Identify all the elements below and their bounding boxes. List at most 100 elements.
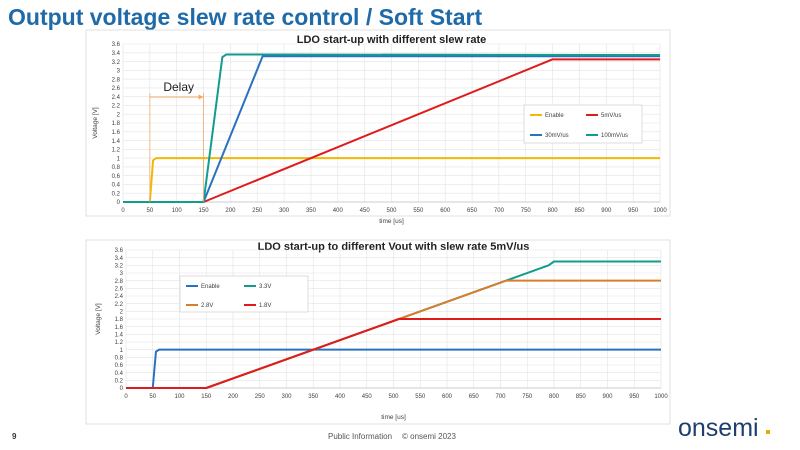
x-axis-label: time [us]: [381, 414, 406, 421]
x-tick-label: 50: [149, 394, 156, 400]
x-axis-label: time [us]: [379, 218, 404, 225]
chart-area-1: [85, 29, 671, 217]
y-tick-label: 0.8: [115, 356, 124, 362]
y-tick-label: 1.8: [115, 317, 124, 323]
y-tick-label: 2.8: [115, 279, 124, 285]
y-tick-label: 3.2: [115, 264, 124, 270]
series-line-1-8v: [126, 318, 661, 389]
x-tick-label: 600: [440, 208, 451, 214]
series-line-enable: [126, 348, 661, 389]
page-number: 9: [12, 432, 17, 441]
onsemi-logo: onsemi: [678, 414, 759, 442]
x-tick-label: 1000: [653, 208, 667, 214]
y-tick-label: 1.8: [112, 121, 121, 127]
y-tick-label: 2.4: [115, 294, 124, 300]
y-tick-label: 2: [120, 310, 124, 316]
y-tick-label: 3.6: [112, 42, 121, 48]
x-tick-label: 450: [362, 394, 373, 400]
x-tick-label: 650: [469, 394, 480, 400]
series-line-enable: [123, 157, 660, 203]
x-tick-label: 650: [467, 208, 478, 214]
x-tick-label: 150: [199, 208, 210, 214]
y-tick-label: 0: [120, 386, 124, 392]
legend-entry-label: Enable: [201, 284, 220, 290]
x-tick-label: 100: [172, 208, 183, 214]
x-tick-label: 0: [124, 394, 128, 400]
y-tick-label: 0.8: [112, 165, 121, 171]
public-information-label: Public Information: [328, 432, 393, 441]
y-tick-label: 1.6: [115, 325, 124, 331]
x-tick-label: 750: [521, 208, 532, 214]
y-tick-label: 1.6: [112, 130, 121, 136]
y-tick-label: 3: [120, 271, 124, 277]
x-tick-label: 100: [174, 394, 185, 400]
series-line-30mv-us: [123, 55, 660, 203]
legend-entry-label: 3.3V: [259, 284, 271, 290]
x-tick-label: 400: [335, 394, 346, 400]
x-tick-label: 600: [442, 394, 453, 400]
legend-entry-label: 30mV/us: [545, 133, 569, 139]
slide-title: Output voltage slew rate control / Soft …: [8, 4, 483, 30]
y-tick-label: 0.2: [115, 379, 124, 385]
legend-entry-label: 2.8V: [201, 303, 213, 309]
chart-area-2: [85, 239, 671, 425]
x-tick-label: 800: [549, 394, 560, 400]
x-tick-label: 900: [602, 394, 613, 400]
x-tick-label: 500: [388, 394, 399, 400]
x-tick-label: 200: [225, 208, 236, 214]
logo-accent-mark: [766, 430, 770, 434]
x-tick-label: 300: [279, 208, 290, 214]
x-tick-label: 350: [308, 394, 319, 400]
legend-entry-label: 100mV/us: [601, 133, 628, 139]
y-tick-label: 3.4: [112, 51, 121, 57]
x-tick-label: 850: [576, 394, 587, 400]
x-tick-label: 550: [413, 208, 424, 214]
legend-entry-label: 1.8V: [259, 303, 271, 309]
chart-title: LDO start-up to different Vout with slew…: [258, 241, 530, 253]
y-tick-label: 0.4: [112, 183, 121, 189]
y-axis-label: Voltage [V]: [95, 303, 102, 335]
legend-box: [523, 104, 643, 144]
x-tick-label: 450: [360, 208, 371, 214]
y-tick-label: 1: [120, 348, 124, 354]
y-axis-label: Voltage [V]: [92, 107, 99, 139]
y-tick-label: 2: [117, 112, 121, 118]
y-tick-label: 0.4: [115, 371, 124, 377]
x-tick-label: 700: [494, 208, 505, 214]
x-tick-label: 900: [601, 208, 612, 214]
y-tick-label: 0.6: [112, 174, 121, 180]
y-tick-label: 3.2: [112, 60, 121, 66]
legend-entry-label: Enable: [545, 113, 564, 119]
copyright-label: © onsemi 2023: [402, 432, 456, 441]
y-tick-label: 1.4: [115, 333, 124, 339]
x-tick-label: 500: [386, 208, 397, 214]
x-tick-label: 950: [628, 208, 639, 214]
x-tick-label: 250: [252, 208, 263, 214]
y-tick-label: 1.4: [112, 139, 121, 145]
y-tick-label: 2.4: [112, 95, 121, 101]
legend-box: [179, 275, 309, 313]
x-tick-label: 0: [121, 208, 125, 214]
x-tick-label: 850: [574, 208, 585, 214]
y-tick-label: 1.2: [112, 148, 121, 154]
series-line-3-3v: [126, 260, 661, 389]
x-tick-label: 950: [629, 394, 640, 400]
x-tick-label: 300: [281, 394, 292, 400]
y-tick-label: 0.2: [112, 191, 121, 197]
y-tick-label: 0: [117, 200, 121, 206]
y-tick-label: 2.2: [115, 302, 124, 308]
series-line-100mv-us: [123, 53, 661, 203]
delay-arrow-head: [198, 94, 204, 100]
x-tick-label: 50: [147, 208, 154, 214]
y-tick-label: 2.8: [112, 77, 121, 83]
x-tick-label: 550: [415, 394, 426, 400]
x-tick-label: 700: [495, 394, 506, 400]
y-tick-label: 2.2: [112, 104, 121, 110]
y-tick-label: 2.6: [115, 287, 124, 293]
y-tick-label: 3.6: [115, 248, 124, 254]
x-tick-label: 250: [255, 394, 266, 400]
chart-title: LDO start-up with different slew rate: [297, 34, 486, 46]
delay-annotation-label: Delay: [163, 80, 194, 94]
x-tick-label: 1000: [654, 394, 668, 400]
